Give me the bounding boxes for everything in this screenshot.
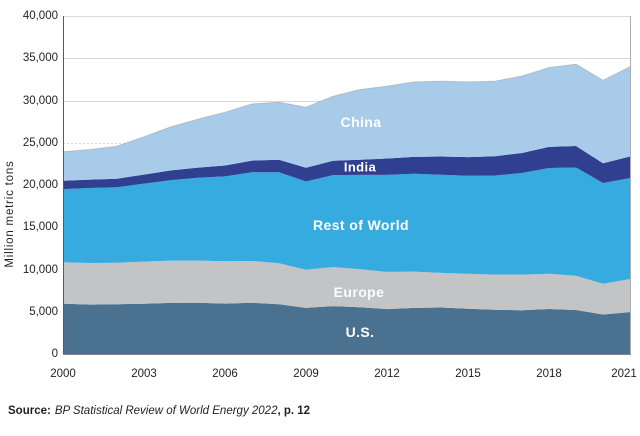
y-tick-label-10000: 10,000 [22,263,58,276]
series-label-us: U.S. [345,324,375,340]
x-tick-label-2012: 2012 [374,368,400,380]
y-tick-label-25000: 25,000 [22,136,58,149]
x-tick-label-2006: 2006 [212,368,238,380]
y-tick-label-0: 0 [51,348,58,360]
y-tick-label-30000: 30,000 [22,94,58,107]
source-title: BP Statistical Review of World Energy 20… [54,405,278,417]
series-label-china: China [340,114,382,130]
y-tick-label-40000: 40,000 [22,10,58,22]
source-note: Source: BP Statistical Review of World En… [8,404,310,418]
area-rest-of-world [63,167,630,284]
total-top-edge [62,63,631,153]
source-prefix: Source: [8,405,51,417]
y-tick-label-20000: 20,000 [22,179,58,191]
y-tick-label-15000: 15,000 [22,221,58,234]
series-label-rest-of-world: Rest of World [313,217,409,233]
series-label-europe: Europe [333,284,385,300]
x-tick-label-2015: 2015 [455,368,481,380]
source-page: , p. 12 [277,405,311,417]
y-tick-label-35000: 35,000 [22,52,58,65]
area-india [63,146,630,190]
area-u-s [63,302,630,354]
y-tick-label-5000: 5,000 [29,305,58,318]
x-tick-label-2018: 2018 [536,368,562,380]
x-tick-label-2000: 2000 [50,368,76,380]
series-label-india: India [343,159,377,175]
area-china [63,64,630,181]
x-tick-label-2009: 2009 [293,368,319,380]
x-tick-label-2003: 2003 [131,368,157,380]
x-tick-label-2021: 2021 [611,368,637,380]
area-europe [63,260,630,315]
